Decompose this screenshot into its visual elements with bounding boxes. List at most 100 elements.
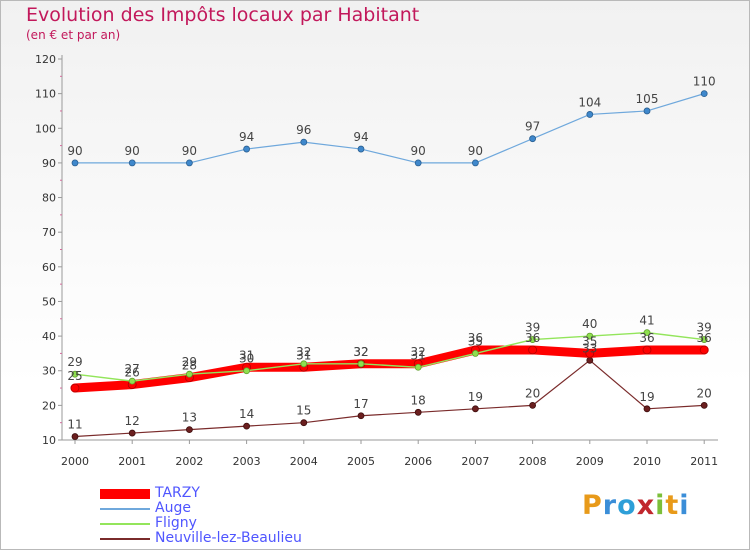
data-point-tarzy [585,349,595,358]
data-label-neuville-lez-beaulieu: 12 [125,414,140,428]
data-label-auge: 90 [67,144,82,158]
x-tick-label: 2009 [576,455,604,468]
data-label-neuville-lez-beaulieu: 15 [296,404,311,418]
data-label-tarzy: 31 [239,348,254,362]
data-label-auge: 96 [296,123,311,137]
data-label-fligny: 35 [468,334,483,348]
data-point-fligny [700,336,708,343]
data-point-auge [128,159,136,167]
data-label-fligny: 39 [697,321,712,335]
data-label-tarzy: 31 [296,348,311,362]
logo-letter: r [602,490,618,521]
data-label-fligny: 32 [296,345,311,359]
data-label-neuville-lez-beaulieu: 14 [239,407,254,421]
y-tick-label: 100 [35,122,56,135]
legend-swatch-auge [100,508,150,510]
data-label-neuville-lez-beaulieu: 20 [525,386,540,400]
data-label-auge: 90 [125,144,140,158]
data-point-fligny [357,360,365,368]
data-label-tarzy: 25 [67,369,82,383]
data-point-auge [529,135,536,143]
legend-item-tarzy: TARZY [100,486,430,501]
x-tick-label: 2006 [404,455,432,468]
data-label-neuville-lez-beaulieu: 33 [582,341,597,355]
x-tick-label: 2011 [690,455,718,468]
data-point-tarzy [70,383,80,393]
data-label-tarzy: 35 [582,334,597,348]
data-label-neuville-lez-beaulieu: 13 [182,411,197,425]
data-point-fligny [71,370,79,378]
data-label-neuville-lez-beaulieu: 19 [468,390,483,404]
logo-letter: x [636,490,656,521]
series-line-auge [74,93,705,164]
data-label-tarzy: 32 [411,345,426,359]
data-label-tarzy: 36 [525,331,540,345]
data-label-auge: 94 [353,130,368,144]
data-point-auge [471,159,479,167]
data-point-neuville-lez-beaulieu [185,426,193,434]
data-label-auge: 94 [239,130,254,144]
legend-item-fligny: Fligny [100,516,430,531]
proxiti-logo: Proxiti [582,490,690,521]
y-tick-label: 90 [42,157,56,170]
data-label-tarzy: 36 [468,331,483,345]
data-point-fligny [471,350,479,357]
y-tick-label: 60 [42,261,56,274]
data-point-tarzy [642,345,652,355]
y-tick-label: 30 [42,365,56,378]
data-point-fligny [529,336,536,343]
data-label-auge: 110 [693,75,716,89]
data-label-auge: 105 [636,92,659,106]
data-point-fligny [643,329,651,337]
data-point-tarzy [528,345,537,355]
data-point-neuville-lez-beaulieu [586,356,594,364]
x-tick-label: 2000 [61,455,89,468]
y-tick-label: 20 [42,399,56,412]
data-point-neuville-lez-beaulieu [643,405,651,413]
data-point-neuville-lez-beaulieu [471,405,479,413]
data-point-neuville-lez-beaulieu [300,419,308,427]
y-tick-label: 50 [42,295,56,308]
data-label-auge: 97 [525,120,540,134]
data-point-auge [243,145,251,153]
x-tick-label: 2010 [633,455,661,468]
chart-legend: TARZY Auge Fligny Neuville-lez-Beaulieu [100,486,430,546]
data-point-fligny [243,367,251,375]
x-tick-label: 2002 [175,455,203,468]
data-label-fligny: 40 [582,317,597,331]
data-label-auge: 104 [578,95,601,109]
data-label-fligny: 29 [67,355,82,369]
legend-label-fligny: Fligny [155,515,197,531]
x-tick-label: 2001 [118,455,146,468]
data-label-auge: 90 [468,144,483,158]
data-point-neuville-lez-beaulieu [243,422,251,430]
data-label-neuville-lez-beaulieu: 19 [639,390,654,404]
data-point-auge [414,159,422,167]
data-point-auge [357,145,365,153]
data-point-neuville-lez-beaulieu [128,429,136,437]
legend-item-auge: Auge [100,501,430,516]
data-point-fligny [185,370,193,378]
y-tick-label: 40 [42,330,56,343]
series-line-tarzy [70,345,709,393]
logo-letter: o [617,490,637,521]
legend-swatch-fligny [100,523,150,525]
y-tick-label: 80 [42,192,56,205]
chart-title: Evolution des Impôts locaux par Habitant [26,4,420,26]
data-label-tarzy: 26 [125,366,140,380]
data-point-auge [700,90,708,98]
data-point-auge [300,138,308,146]
data-label-auge: 90 [411,144,426,158]
data-label-fligny: 39 [525,321,540,335]
legend-item-neuville-lez-beaulieu: Neuville-lez-Beaulieu [100,531,430,546]
x-tick-label: 2003 [233,455,261,468]
logo-letter: t [665,490,680,521]
y-tick-label: 120 [35,53,56,66]
logo-letter: P [582,490,603,521]
data-point-neuville-lez-beaulieu [529,401,536,409]
y-tick-label: 10 [42,434,56,447]
data-point-neuville-lez-beaulieu [414,408,422,416]
chart-subtitle: (en € et par an) [26,28,121,42]
